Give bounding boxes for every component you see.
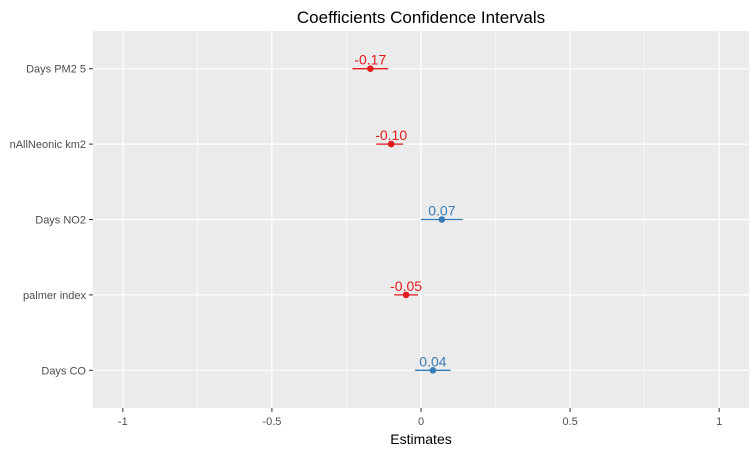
estimate-label: 0.04 [419, 353, 446, 369]
x-tick-label: 0.5 [562, 416, 577, 428]
y-tick-label: palmer index [23, 290, 86, 302]
axes: -1 -0.5 0 0.5 1 Days PM2 5 nAllNeonic km2 Days … [10, 64, 723, 428]
estimate-point [367, 65, 374, 72]
x-tick-label: 1 [716, 416, 722, 428]
estimate-label: -0.10 [375, 127, 407, 143]
y-tick-label: Days PM2 5 [26, 64, 86, 76]
y-tick-label: Days NO2 [35, 215, 86, 227]
y-tick-label: nAllNeonic km2 [10, 139, 86, 151]
chart-marks: -0.17 -0.10 0.07 -0.05 0.04 [352, 52, 463, 374]
chart-title: Coefficients Confidence Intervals [297, 8, 545, 27]
estimate-point [438, 216, 446, 223]
estimate-point [402, 291, 410, 299]
estimate-label: 0.07 [428, 203, 455, 219]
estimate-point [387, 140, 395, 148]
x-tick-label: -1 [118, 416, 128, 428]
x-axis-label: Estimates [390, 431, 451, 447]
y-tick-label: Days CO [41, 365, 86, 377]
estimate-label: -0.05 [390, 278, 422, 294]
estimate-label: -0.17 [354, 52, 386, 68]
x-tick-label: -0.5 [262, 416, 281, 428]
x-tick-label: 0 [418, 416, 424, 428]
estimate-point [429, 367, 437, 374]
